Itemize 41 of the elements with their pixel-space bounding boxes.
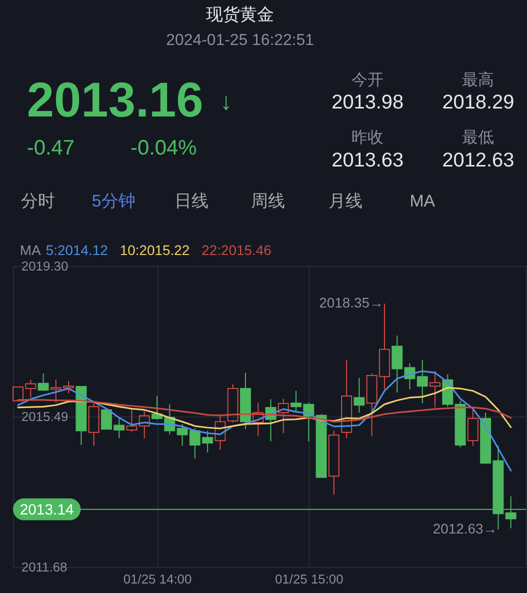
text: 2013.98: [332, 92, 404, 114]
x-tick-label: 01/25 15:00: [274, 571, 344, 586]
text: 日线: [174, 191, 208, 210]
text: 分时: [20, 191, 55, 210]
text: -0.04%: [130, 136, 197, 160]
chart-title: 现货黄金: [206, 5, 274, 24]
y-tick-label: 2019.30: [21, 258, 68, 274]
legend-title: MA: [20, 242, 42, 258]
candlestick: [138, 410, 150, 439]
candlestick: [392, 335, 403, 393]
text: 最低: [462, 130, 494, 147]
line-series: [17, 399, 512, 422]
chart-subtitle: 2024-01-25 16:22:51: [166, 32, 314, 49]
text: 10:2015.22: [120, 242, 190, 258]
annotation: 2012.63→: [432, 520, 498, 536]
text: ↓: [220, 88, 232, 116]
text: 昨收: [352, 130, 384, 147]
text: 周线: [250, 191, 285, 210]
annotation: 2018.35→: [319, 294, 384, 311]
y-tick-label: 2011.68: [21, 559, 68, 574]
candlestick: [430, 370, 440, 408]
y-tick-label: 2015.49: [21, 409, 68, 424]
text: 2013.63: [332, 150, 404, 172]
candlestick: [354, 377, 365, 414]
text: 22:2015.46: [202, 242, 272, 258]
text: MA: [410, 191, 436, 210]
candlestick: [252, 402, 264, 436]
text: 5:2014.12: [46, 242, 108, 258]
text: 2018.29: [442, 92, 514, 114]
text: 今开: [352, 72, 384, 89]
candlestick: [416, 360, 428, 404]
text: 5分钟: [92, 191, 136, 210]
text: 2012.63: [442, 150, 514, 172]
text: -0.47: [26, 136, 75, 160]
text: 2013.16: [26, 74, 204, 128]
text: 月线: [328, 191, 363, 210]
ref-line-label: 2013.14: [20, 501, 74, 518]
text: 最高: [462, 70, 494, 89]
candlestick: [341, 360, 352, 439]
candlestick: [76, 386, 87, 446]
x-tick-label: 01/25 14:00: [123, 571, 192, 586]
